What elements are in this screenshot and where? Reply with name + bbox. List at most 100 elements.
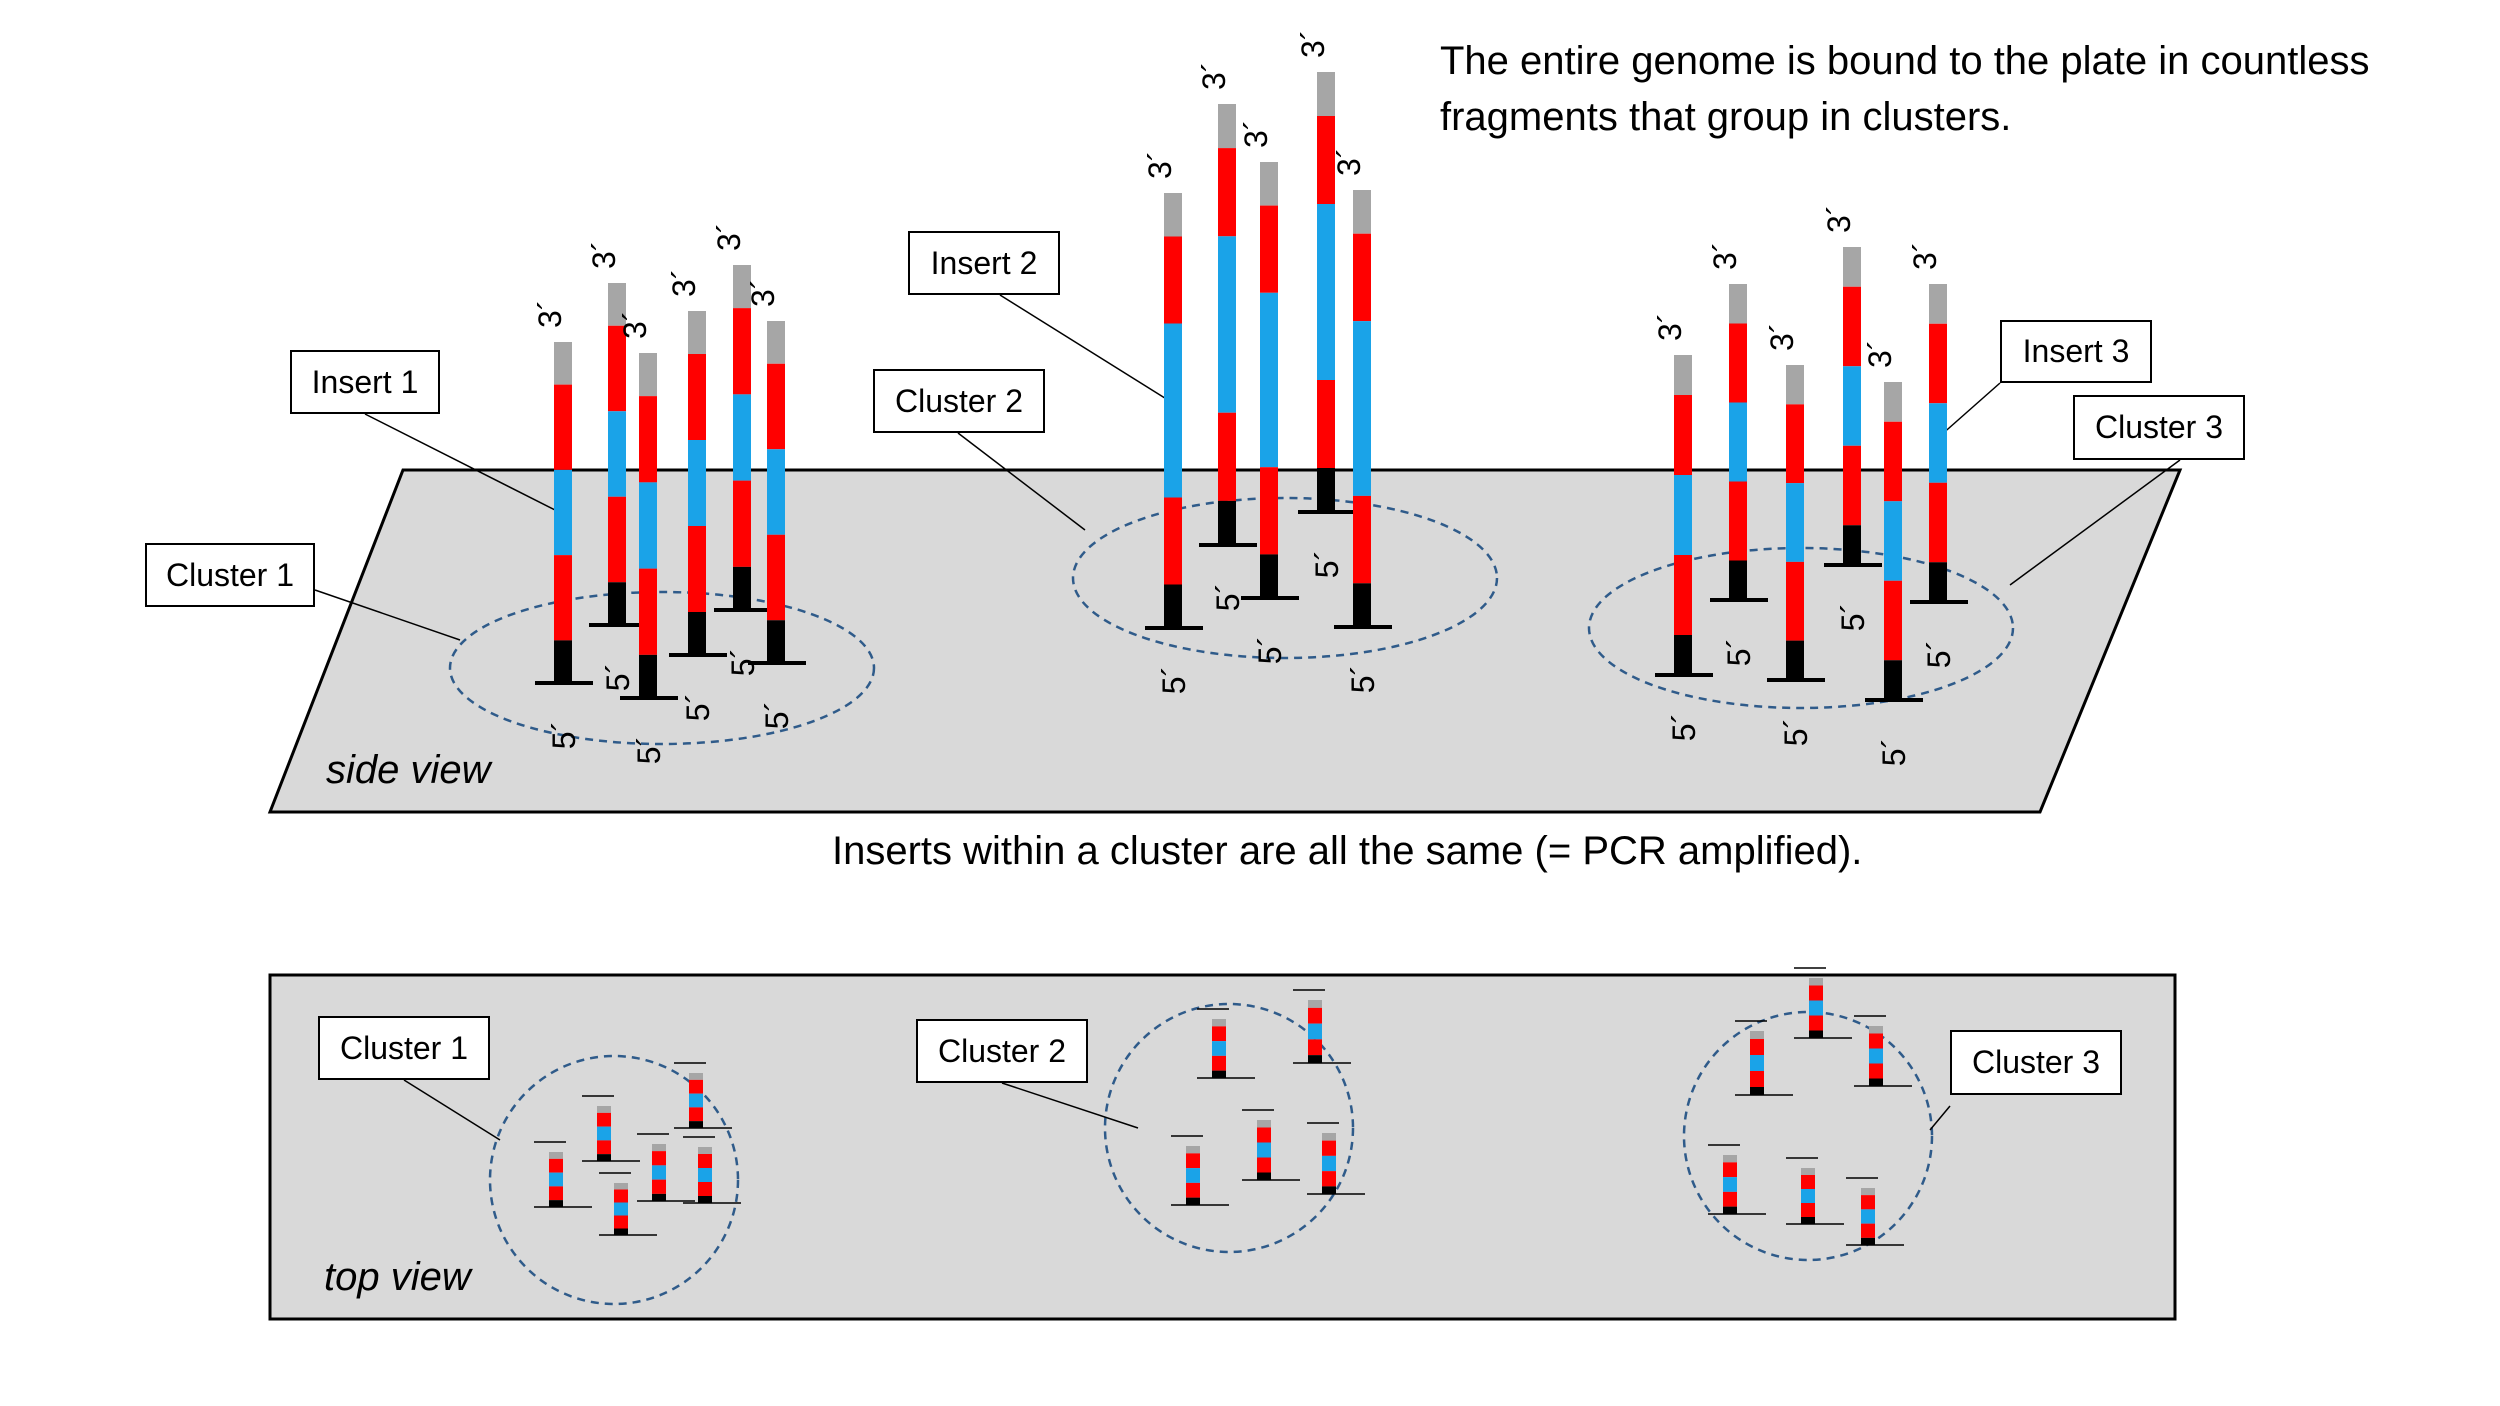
strand-segment [688,612,706,655]
leader-line [957,432,1086,531]
strand-segment [689,1073,703,1080]
top-view-strand [637,1133,695,1202]
strand-segment [1322,1155,1336,1172]
strand-segment [1929,482,1947,563]
strand-segment [1317,204,1335,380]
strand-segment [549,1158,563,1173]
five-prime-label: 5´ [1666,713,1702,741]
strand-segment [597,1140,611,1155]
top-view-strand [1708,1144,1766,1215]
strand-segment [1674,395,1692,475]
strand-segment [597,1112,611,1127]
strand-segment [1786,483,1804,562]
leader-line [403,1079,501,1141]
five-prime-label: 5´ [1309,550,1345,578]
strand-segment [767,321,785,364]
strand-segment [608,283,626,326]
strand-segment [1308,1000,1322,1008]
three-prime-label: 3´ [1764,323,1800,351]
strand-segment [614,1228,628,1235]
strand-segment [614,1202,628,1216]
strand-segment [1257,1157,1271,1173]
strand-segment [1723,1177,1737,1192]
strand-segment [1723,1162,1737,1178]
leader-line [2009,459,2181,586]
side-strand: 3´ 5´ [1652,313,1713,741]
five-prime-label: 5´ [1345,665,1381,693]
side-strand: 3´ 5´ [745,279,806,729]
strand-segment [1322,1133,1336,1141]
strand-segment [1353,321,1371,496]
strand-segment [608,411,626,497]
strand-segment [614,1183,628,1190]
strand-segment [1843,445,1861,526]
top-view-strand [582,1095,640,1162]
strand-segment [698,1182,712,1196]
side-view-strands: 3´ 5´ 3´ 5´ 3´ 5´ 3´ 5´ 3´ 5´ 3´ 5´ 3´ 5´ 3´ 5´ 3´ 5´ 3´ 5´… [532,30,1968,766]
three-prime-label: 3´ [1238,120,1274,148]
strand-segment [1674,555,1692,635]
top-view-strand [1794,967,1852,1039]
cluster-2-label: Cluster 2 [873,369,1045,433]
top-view-strand [1293,989,1351,1064]
strand-segment [1322,1186,1336,1194]
three-prime-label: 3´ [1821,205,1857,233]
insert-2-label: Insert 2 [908,231,1060,295]
strand-segment [1786,365,1804,405]
strand-segment [698,1196,712,1203]
strand-segment [689,1079,703,1094]
genome-caption-line-1: The entire genome is bound to the plate … [1440,39,2370,83]
strand-segment [1869,1078,1883,1086]
cluster-outline [488,1054,740,1306]
strand-segment [652,1151,666,1166]
strand-segment [1929,562,1947,602]
strand-segment [1674,635,1692,675]
strand-segment [652,1165,666,1180]
strand-segment [597,1154,611,1161]
top-view-cluster-outlines [488,1002,1934,1306]
strand-segment [1786,640,1804,680]
strand-segment [688,354,706,440]
side-view-cluster-outlines [448,496,2015,746]
top-view-strand [1197,1008,1255,1079]
strand-segment [1257,1172,1271,1180]
strand-segment [1729,402,1747,482]
strand-segment [1164,584,1182,628]
top-view-leader-lines [403,1079,1951,1141]
cluster-1-label: Cluster 1 [145,543,315,607]
strand-segment [733,308,751,395]
side-view-label: side view [326,748,491,792]
three-prime-label: 3´ [1707,242,1743,270]
strand-segment [639,482,657,569]
strand-segment [1164,193,1182,237]
top-view-strand [674,1062,732,1129]
strand-segment [1218,412,1236,501]
strand-segment [554,342,572,385]
side-strand: 3´ 5´ [586,241,647,691]
strand-segment [639,654,657,698]
same-inserts-caption: Inserts within a cluster are all the sam… [832,829,1863,873]
strand-segment [733,566,751,610]
strand-segment [1884,421,1902,502]
strand-segment [733,480,751,567]
three-prime-label: 3´ [1331,148,1367,176]
cluster-3-label: Cluster 3 [2073,395,2245,460]
top-view-strand [1854,1015,1912,1087]
strand-segment [1317,380,1335,468]
strand-segment [1809,978,1823,986]
strand-segment [597,1126,611,1141]
strand-segment [1257,1142,1271,1158]
strand-segment [1674,475,1692,555]
strand-segment [1212,1041,1226,1056]
top-cluster-3-label: Cluster 3 [1950,1030,2122,1095]
top-view-strand [683,1136,741,1204]
strand-segment [1308,1039,1322,1056]
strand-segment [1212,1019,1226,1027]
side-strand: 3´ 5´ [1862,340,1923,766]
strand-segment [733,394,751,481]
strand-segment [1801,1168,1815,1175]
strand-segment [1861,1188,1875,1196]
strand-segment [1218,104,1236,149]
five-prime-label: 5´ [680,693,716,721]
